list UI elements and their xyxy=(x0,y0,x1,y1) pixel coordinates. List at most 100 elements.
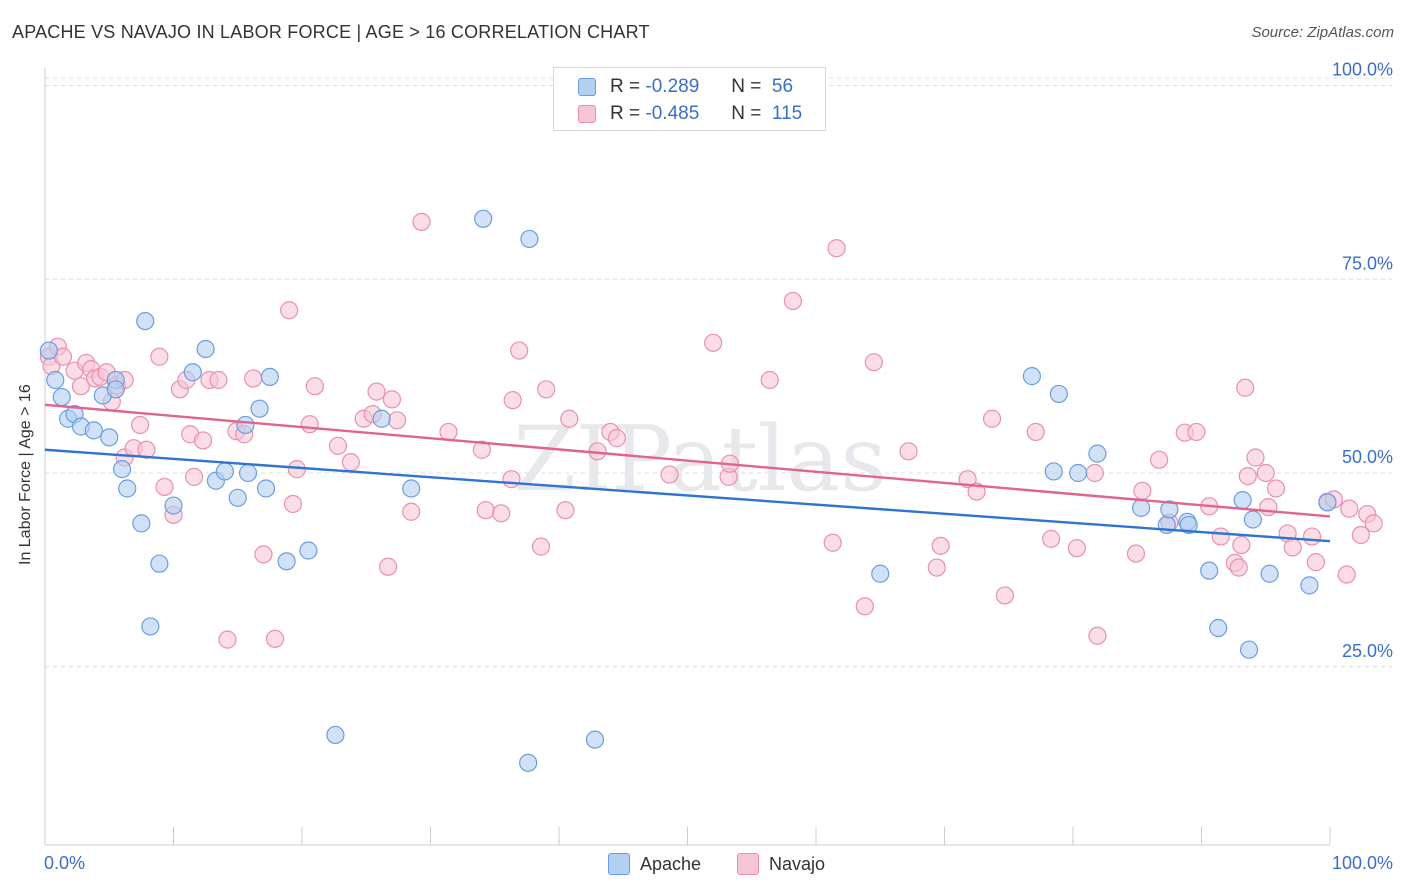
apache-point xyxy=(250,399,269,418)
navajo-point xyxy=(827,239,846,258)
apache-point xyxy=(474,209,493,228)
navajo-point xyxy=(1351,525,1370,545)
navajo-point xyxy=(560,409,579,428)
source-label: Source: ZipAtlas.com xyxy=(1251,24,1394,41)
apache-point xyxy=(1300,576,1319,595)
navajo-point xyxy=(1337,565,1356,584)
apache-point xyxy=(1069,463,1088,483)
navajo-point xyxy=(1026,422,1045,442)
x-tick-label-min: 0.0% xyxy=(44,853,85,873)
navajo-point xyxy=(1088,626,1107,645)
y-tick-label: 100.0% xyxy=(1332,60,1393,80)
navajo-point xyxy=(704,333,723,352)
apache-point xyxy=(150,554,169,573)
apache-point xyxy=(1179,515,1198,535)
navajo-point xyxy=(71,377,91,396)
navajo-point xyxy=(1187,422,1206,442)
navajo-point xyxy=(283,494,303,514)
navajo-n-value: 115 xyxy=(771,103,803,124)
navajo-point xyxy=(130,415,150,435)
navajo-point xyxy=(1238,467,1257,486)
apache-point xyxy=(1260,564,1279,583)
navajo-point xyxy=(305,377,324,396)
apache-point xyxy=(183,363,202,382)
navajo-point xyxy=(982,409,1002,428)
navajo-n-label: N = xyxy=(731,103,762,124)
navajo-point xyxy=(531,537,551,556)
navajo-point xyxy=(855,597,874,616)
navajo-point xyxy=(265,629,285,648)
navajo-point xyxy=(607,429,626,448)
navajo-point xyxy=(1259,498,1278,517)
apache-n-value: 56 xyxy=(771,76,794,97)
x-tick-label-max: 100.0% xyxy=(1332,853,1393,873)
navajo-series xyxy=(39,212,1383,649)
navajo-point xyxy=(1149,450,1169,469)
apache-point xyxy=(1243,510,1263,529)
navajo-point xyxy=(367,382,386,401)
apache-point xyxy=(236,415,255,435)
navajo-point xyxy=(760,370,779,390)
apache-point xyxy=(136,312,155,331)
navajo-point xyxy=(378,557,398,576)
navajo-point xyxy=(300,415,319,434)
navajo-point xyxy=(1246,448,1265,467)
apache-trend-line xyxy=(44,448,1331,543)
navajo-point xyxy=(280,301,299,320)
navajo-point xyxy=(193,431,213,450)
apache-n-label: N = xyxy=(731,76,762,97)
apache-point xyxy=(326,725,345,745)
navajo-point xyxy=(502,470,521,489)
apache-point xyxy=(215,462,234,481)
axes xyxy=(44,68,1331,846)
navajo-point xyxy=(476,501,495,520)
apache-point xyxy=(1239,640,1259,659)
navajo-point xyxy=(927,558,946,577)
legend-item-navajo[interactable]: Navajo xyxy=(737,852,825,876)
navajo-point xyxy=(660,465,679,484)
y-tick-label: 25.0% xyxy=(1342,641,1393,661)
apache-point xyxy=(585,730,605,749)
navajo-point xyxy=(1364,514,1383,533)
navajo-r-label: R = xyxy=(610,103,641,124)
legend-row-navajo: R = -0.485 N = 115 xyxy=(578,102,802,126)
apache-point xyxy=(1132,498,1151,517)
apache-point xyxy=(84,421,103,440)
navajo-legend-swatch xyxy=(737,853,759,875)
tick-labels: 25.0% 50.0% 75.0% 100.0% 0.0% 100.0% xyxy=(44,60,1393,874)
y-axis-label: In Labor Force | Age > 16 xyxy=(17,384,34,565)
apache-point xyxy=(100,428,119,447)
legend-item-apache[interactable]: Apache xyxy=(608,852,701,876)
apache-point xyxy=(1200,561,1219,580)
navajo-point xyxy=(341,453,360,472)
navajo-point xyxy=(1283,538,1302,557)
navajo-point xyxy=(1236,378,1255,397)
apache-point xyxy=(277,552,296,571)
apache-point xyxy=(1318,493,1337,512)
apache-point xyxy=(1209,618,1228,638)
navajo-trend-line xyxy=(44,403,1331,518)
navajo-r-value: -0.485 xyxy=(645,103,700,124)
apache-point xyxy=(1044,462,1063,481)
apache-point xyxy=(1022,367,1041,386)
navajo-point xyxy=(1133,481,1152,500)
navajo-point xyxy=(510,341,529,360)
navajo-point xyxy=(209,370,228,390)
apache-point xyxy=(1088,444,1107,463)
navajo-point xyxy=(1256,463,1275,483)
navajo-point xyxy=(967,482,986,501)
apache-point xyxy=(520,229,539,249)
navajo-legend-label: Navajo xyxy=(769,853,826,874)
navajo-point xyxy=(382,390,402,409)
navajo-point xyxy=(931,536,950,555)
chart-title: APACHE VS NAVAJO IN LABOR FORCE | AGE > … xyxy=(12,22,650,42)
navajo-point xyxy=(254,545,273,564)
legend-row-apache: R = -0.289 N = 56 xyxy=(578,75,793,99)
apache-point xyxy=(1049,384,1068,404)
navajo-point xyxy=(1042,529,1061,548)
apache-point xyxy=(228,488,247,507)
navajo-point xyxy=(402,502,421,521)
apache-point xyxy=(132,514,151,533)
apache-point xyxy=(256,479,276,498)
